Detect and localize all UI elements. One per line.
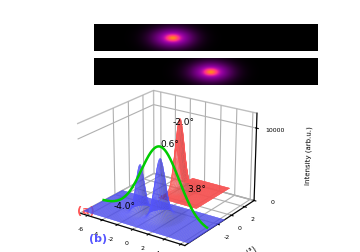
- Text: (a): (a): [77, 206, 95, 215]
- Text: (b): (b): [89, 233, 107, 243]
- Y-axis label: θ (°): θ (°): [239, 244, 258, 252]
